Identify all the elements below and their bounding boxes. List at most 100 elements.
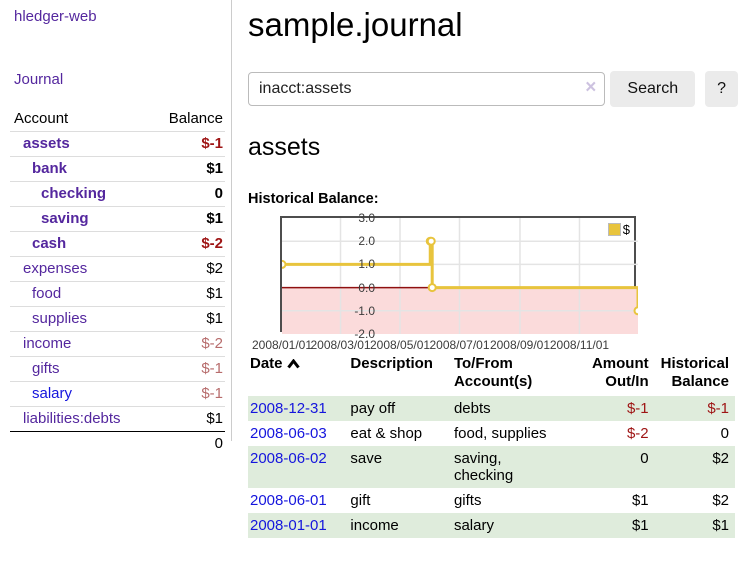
sidebar-account-balance: $1 xyxy=(206,160,223,177)
transaction-date-link[interactable]: 2008-06-02 xyxy=(250,450,327,467)
search-button[interactable]: Search xyxy=(610,71,696,107)
help-button[interactable]: ? xyxy=(705,71,738,107)
sidebar-account-balance: $2 xyxy=(206,260,223,277)
sidebar-account-row: expenses $2 xyxy=(10,256,225,281)
date-column-header[interactable]: Date xyxy=(248,352,344,396)
register-row: 2008-06-01 gift gifts $1 $2 xyxy=(248,488,735,513)
register-header-row: Date Description To/From Account(s) Amou… xyxy=(248,352,735,396)
sidebar-account-link[interactable]: supplies xyxy=(32,310,88,327)
page-title: sample.journal xyxy=(248,6,463,43)
transaction-date-cell: 2008-06-02 xyxy=(248,446,344,488)
sidebar-account-link[interactable]: liabilities:debts xyxy=(23,410,121,427)
y-axis-tick-label: 2.0 xyxy=(358,234,375,249)
sidebar-account-row: food $1 xyxy=(10,281,225,306)
sidebar-account-balance: $1 xyxy=(206,410,223,427)
accounts-table: Account Balance assets $-1 bank $1 check… xyxy=(10,107,225,456)
search-box: × xyxy=(248,72,606,106)
legend-label: $ xyxy=(622,222,630,237)
sidebar-account-link[interactable]: saving xyxy=(41,210,89,227)
sidebar-account-link[interactable]: income xyxy=(23,335,72,352)
transaction-account-cell: debts xyxy=(453,400,491,417)
sidebar-account-row: assets $-1 xyxy=(10,131,225,156)
register-row: 2008-01-01 income salary $1 $1 xyxy=(248,513,735,538)
sidebar-account-row: liabilities:debts $1 xyxy=(10,406,225,431)
sidebar-account-balance: $1 xyxy=(206,310,223,327)
sidebar-account-balance: $1 xyxy=(206,285,223,302)
sidebar-account-row: supplies $1 xyxy=(10,306,225,331)
x-axis-tick-label: 2008/05/01 xyxy=(369,338,431,352)
y-axis-tick-label: -2.0 xyxy=(354,327,375,341)
transaction-amount-cell: $1 xyxy=(631,492,649,509)
transaction-balance-cell: $2 xyxy=(712,492,729,509)
sidebar-account-row: bank $1 xyxy=(10,156,225,181)
y-axis-tick-label: 3.0 xyxy=(358,211,375,225)
sidebar: hledger-web Journal Account Balance asse… xyxy=(0,0,232,452)
sidebar-item-journal[interactable]: Journal xyxy=(14,71,64,88)
transaction-balance-cell: $-1 xyxy=(707,400,729,417)
transaction-account-cell: gifts xyxy=(453,492,482,509)
sort-ascending-icon xyxy=(286,358,300,369)
sidebar-account-row: saving $1 xyxy=(10,206,225,231)
account-column-header: Account xyxy=(14,110,69,127)
transaction-date-cell: 2008-12-31 xyxy=(248,396,344,421)
transaction-amount-cell: $-2 xyxy=(626,425,649,442)
chart-legend: $ xyxy=(607,222,630,237)
transaction-description-cell: gift xyxy=(350,492,371,509)
amount-column-header: Amount Out/In xyxy=(591,355,649,390)
app-brand-link[interactable]: hledger-web xyxy=(14,8,97,25)
transaction-amount-cell: $-1 xyxy=(626,400,649,417)
register-row: 2008-12-31 pay off debts $-1 $-1 xyxy=(248,396,735,421)
sidebar-account-row: income $-2 xyxy=(10,331,225,356)
sidebar-account-row: cash $-2 xyxy=(10,231,225,256)
sidebar-account-link[interactable]: checking xyxy=(41,185,107,202)
y-axis-tick-label: -1.0 xyxy=(354,303,375,318)
sidebar-account-link[interactable]: bank xyxy=(32,160,68,177)
transaction-date-link[interactable]: 2008-12-31 xyxy=(250,400,327,417)
sidebar-account-link[interactable]: food xyxy=(32,285,62,302)
transaction-balance-cell: $2 xyxy=(712,450,729,467)
sidebar-account-row: checking 0 xyxy=(10,181,225,206)
balance-chart: $ 3.0 2.0 1.0 0.0 -1.0 -2.0 2008/01/01 2008/03/… xyxy=(252,212,738,352)
account-column-header: To/From Account(s) xyxy=(453,355,533,390)
transaction-date-link[interactable]: 2008-01-01 xyxy=(250,517,327,534)
sidebar-account-link[interactable]: salary xyxy=(32,385,73,402)
accounts-table-header: Account Balance xyxy=(10,107,225,131)
sidebar-account-balance: $-1 xyxy=(201,360,223,377)
chart-plot-area: $ xyxy=(280,216,638,334)
sidebar-account-balance: $-1 xyxy=(201,385,223,402)
transaction-date-link[interactable]: 2008-06-01 xyxy=(250,492,327,509)
transaction-description-cell: save xyxy=(350,450,383,467)
legend-swatch-icon xyxy=(607,223,621,236)
transaction-date-cell: 2008-01-01 xyxy=(248,513,344,538)
x-axis-tick-label: 2008/03/01 xyxy=(310,338,371,352)
sidebar-account-balance: $-2 xyxy=(201,335,223,352)
transaction-date-cell: 2008-06-01 xyxy=(248,488,344,513)
search-input[interactable] xyxy=(248,72,606,106)
accounts-total: 0 xyxy=(10,431,225,456)
transaction-date-link[interactable]: 2008-06-03 xyxy=(250,425,327,442)
transaction-amount-cell: 0 xyxy=(640,450,649,467)
y-axis-tick-label: 0.0 xyxy=(358,280,375,295)
sidebar-account-balance: $-1 xyxy=(201,135,223,152)
x-axis-tick-label: 2008/01/01 xyxy=(251,338,313,352)
sidebar-account-balance: $1 xyxy=(206,210,223,227)
sidebar-account-link[interactable]: cash xyxy=(32,235,67,252)
search-form: × Search ? xyxy=(248,71,738,107)
balance-column-header: Balance xyxy=(168,110,223,127)
sidebar-account-row: salary $-1 xyxy=(10,381,225,406)
main-content: sample.journal × Search ? assets Histori… xyxy=(248,0,738,538)
sidebar-account-row: gifts $-1 xyxy=(10,356,225,381)
register-table: Date Description To/From Account(s) Amou… xyxy=(248,352,735,538)
x-axis-tick-label: 2008/09/01 xyxy=(489,338,550,352)
sidebar-account-link[interactable]: gifts xyxy=(32,360,60,377)
x-axis-tick-label: 2008/07/01 xyxy=(429,338,490,352)
sidebar-account-link[interactable]: assets xyxy=(23,135,70,152)
transaction-account-cell: saving, checking xyxy=(453,450,514,484)
sidebar-account-link[interactable]: expenses xyxy=(23,260,88,277)
clear-search-icon[interactable]: × xyxy=(585,77,597,98)
transaction-description-cell: pay off xyxy=(350,400,396,417)
sidebar-account-balance: $-2 xyxy=(201,235,223,252)
account-heading: assets xyxy=(248,133,321,161)
description-column-header: Description xyxy=(350,355,433,372)
balance-column-header: Historical Balance xyxy=(660,355,729,390)
